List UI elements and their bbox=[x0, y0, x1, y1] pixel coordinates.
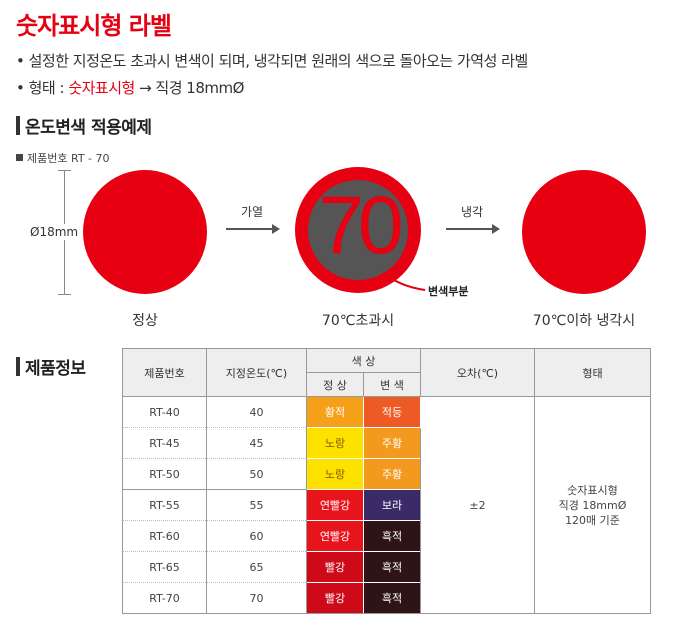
cell-changed-color: 흑적 bbox=[363, 582, 421, 614]
cell-changed-color: 흑적 bbox=[363, 520, 421, 552]
shape-line: 숫자표시형 bbox=[567, 483, 618, 497]
cell-normal-color: 연빨강 bbox=[306, 520, 364, 552]
cell-temp: 40 bbox=[206, 396, 307, 428]
cell-product-no: RT-65 bbox=[122, 551, 207, 583]
shape-prefix: • 형태 : bbox=[16, 79, 69, 97]
cell-tolerance: ±2 bbox=[420, 396, 535, 614]
label-normal-circle bbox=[83, 170, 207, 294]
header-shape: 형태 bbox=[534, 348, 651, 397]
example-heading: 온도변색 적용예제 bbox=[16, 113, 152, 138]
dimension-tick-top bbox=[58, 170, 71, 171]
number-display: 70 bbox=[318, 180, 403, 271]
caption-normal: 정상 bbox=[132, 313, 158, 329]
label-cooled-circle bbox=[522, 170, 646, 294]
cell-temp: 60 bbox=[206, 520, 307, 552]
cell-normal-color: 빨강 bbox=[306, 582, 364, 614]
description-bullet: • 설정한 지정온도 초과시 변색이 되며, 냉각되면 원래의 색으로 돌아오는… bbox=[16, 52, 528, 70]
cell-temp: 55 bbox=[206, 489, 307, 521]
table-row: RT-40 40 황적 적등 ±2 숫자표시형 직경 18mmØ 120매 기준 bbox=[122, 396, 651, 614]
heat-arrow-icon bbox=[226, 224, 280, 234]
table-row: RT-70 70 빨강 흑적 bbox=[122, 582, 651, 614]
label-heated-circle: 70 bbox=[295, 167, 421, 293]
cell-normal-color: 노랑 bbox=[306, 427, 364, 459]
cell-normal-color: 연빨강 bbox=[306, 489, 364, 521]
header-temp: 지정온도(℃) bbox=[206, 348, 307, 397]
cool-arrow-icon bbox=[446, 224, 500, 234]
cell-temp: 50 bbox=[206, 458, 307, 490]
header-changed: 변 색 bbox=[363, 372, 421, 397]
header-tolerance: 오차(℃) bbox=[420, 348, 535, 397]
product-table: 제품번호 지정온도(℃) 색 상 오차(℃) 형태 정 상 변 색 RT-40 4… bbox=[122, 348, 651, 614]
cell-changed-color: 적등 bbox=[363, 396, 421, 428]
cell-product-no: RT-55 bbox=[122, 489, 207, 521]
cell-changed-color: 보라 bbox=[363, 489, 421, 521]
diameter-label: Ø18mm bbox=[30, 224, 79, 240]
product-number-label: 제품번호 RT - 70 bbox=[16, 150, 110, 166]
header-color: 색 상 bbox=[306, 348, 421, 373]
product-info-heading: 제품정보 bbox=[16, 354, 86, 379]
product-table-body: RT-40 40 황적 적등 ±2 숫자표시형 직경 18mmØ 120매 기준 RT-45 45… bbox=[122, 396, 651, 614]
shape-bullet: • 형태 : 숫자표시형 → 직경 18mmØ bbox=[16, 77, 244, 98]
table-row: RT-55 55 연빨강 보라 bbox=[122, 489, 651, 521]
cell-product-no: RT-60 bbox=[122, 520, 207, 552]
cell-changed-color: 주황 bbox=[363, 427, 421, 459]
cell-temp: 65 bbox=[206, 551, 307, 583]
cell-product-no: RT-70 bbox=[122, 582, 207, 614]
table-row: RT-60 60 연빨강 흑적 bbox=[122, 520, 651, 552]
example-heading-text: 온도변색 적용예제 bbox=[25, 118, 152, 138]
square-bullet-icon bbox=[16, 154, 23, 161]
product-info-heading-text: 제품정보 bbox=[25, 359, 86, 379]
shape-line: 직경 18mmØ bbox=[558, 498, 627, 512]
page-title: 숫자표시형 라벨 bbox=[16, 12, 172, 40]
cell-normal-color: 황적 bbox=[306, 396, 364, 428]
table-row: RT-65 65 빨강 흑적 bbox=[122, 551, 651, 583]
table-row: RT-50 50 노랑 주황 bbox=[122, 458, 651, 490]
cell-product-no: RT-40 bbox=[122, 396, 207, 428]
shape-line: 120매 기준 bbox=[565, 513, 620, 527]
heading-bar-icon bbox=[16, 357, 20, 376]
header-product-no: 제품번호 bbox=[122, 348, 207, 397]
shape-suffix: → 직경 18mmØ bbox=[134, 79, 244, 97]
cell-product-no: RT-50 bbox=[122, 458, 207, 490]
cell-temp: 70 bbox=[206, 582, 307, 614]
changed-area bbox=[308, 180, 408, 280]
cell-changed-color: 주황 bbox=[363, 458, 421, 490]
cool-label: 냉각 bbox=[461, 205, 484, 219]
callout-label: 변색부분 bbox=[428, 285, 469, 298]
caption-heated: 70℃초과시 bbox=[321, 313, 395, 329]
cell-normal-color: 노랑 bbox=[306, 458, 364, 490]
cell-changed-color: 흑적 bbox=[363, 551, 421, 583]
product-number-text: 제품번호 RT - 70 bbox=[27, 152, 110, 165]
caption-cooled: 70℃이하 냉각시 bbox=[532, 313, 636, 329]
cell-temp: 45 bbox=[206, 427, 307, 459]
heading-bar-icon bbox=[16, 116, 20, 135]
cell-normal-color: 빨강 bbox=[306, 551, 364, 583]
cell-product-no: RT-45 bbox=[122, 427, 207, 459]
cell-shape: 숫자표시형 직경 18mmØ 120매 기준 bbox=[534, 396, 651, 614]
dimension-tick-bottom bbox=[58, 294, 71, 295]
header-normal: 정 상 bbox=[306, 372, 364, 397]
callout-line bbox=[382, 271, 426, 291]
shape-highlight: 숫자표시형 bbox=[68, 79, 135, 97]
heat-label: 가열 bbox=[241, 205, 264, 219]
